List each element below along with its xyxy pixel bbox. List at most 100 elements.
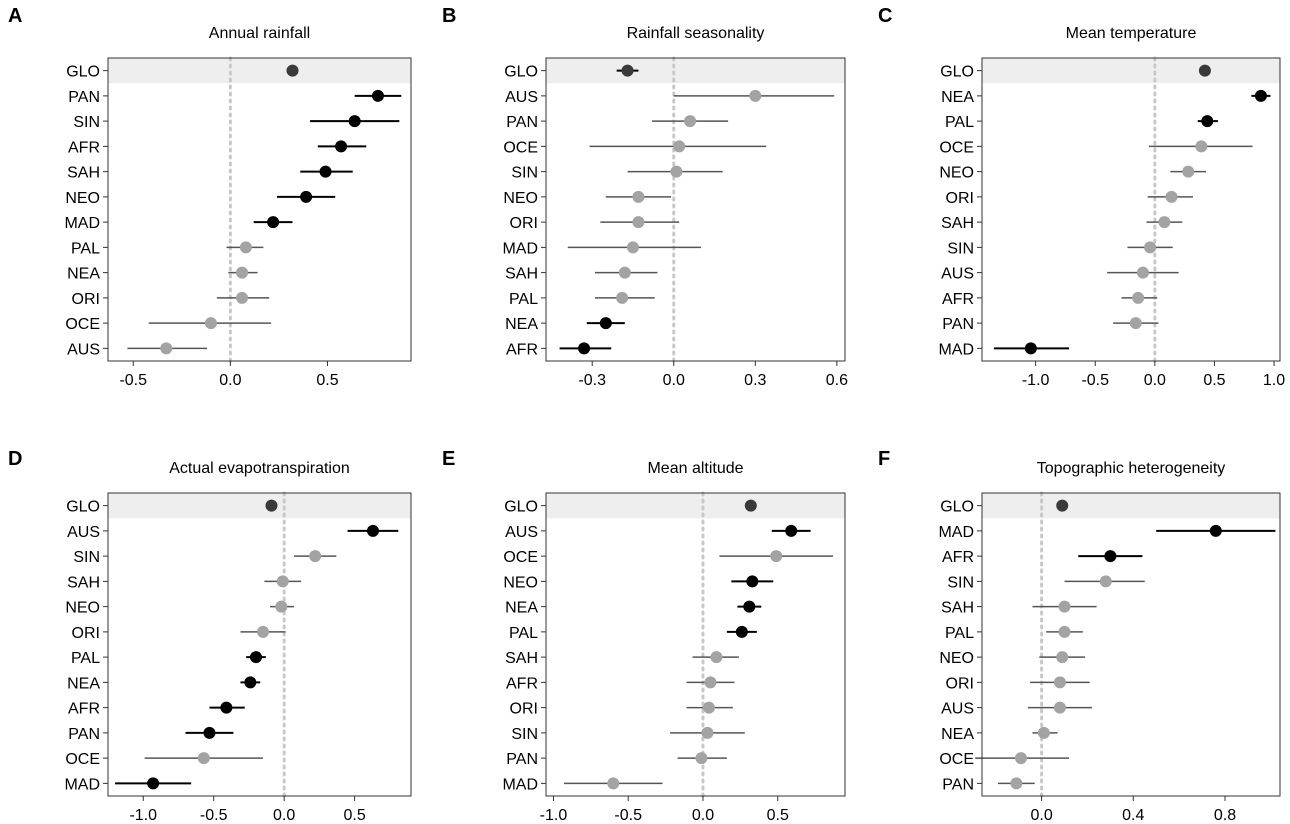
point-estimate bbox=[220, 701, 233, 714]
global-row-band bbox=[982, 58, 1280, 84]
point-estimate bbox=[371, 89, 384, 102]
y-tick-label: MAD bbox=[938, 524, 974, 541]
y-tick-label: PAN bbox=[942, 316, 974, 333]
y-tick-label: GLO bbox=[940, 499, 974, 516]
x-tick-label: 0.5 bbox=[1203, 372, 1225, 389]
panel-title: Mean temperature bbox=[1066, 25, 1197, 42]
global-row-band bbox=[546, 493, 845, 519]
panel-letter: C bbox=[878, 5, 892, 27]
point-estimate bbox=[710, 651, 723, 664]
panel-letter: D bbox=[8, 448, 22, 470]
y-tick-label: GLO bbox=[940, 64, 974, 81]
plot-frame bbox=[981, 57, 1281, 362]
x-tick-label: -0.5 bbox=[1081, 372, 1109, 389]
x-tick-label: -1.0 bbox=[129, 807, 157, 824]
y-tick-label: SIN bbox=[73, 114, 100, 131]
point-estimate bbox=[160, 342, 173, 355]
y-tick-label: GLO bbox=[66, 499, 100, 516]
x-tick-label: 0.0 bbox=[692, 807, 714, 824]
point-estimate bbox=[267, 216, 280, 229]
y-tick-label: NEO bbox=[503, 574, 538, 591]
point-estimate bbox=[744, 499, 757, 512]
y-tick-label: MAD bbox=[502, 240, 538, 257]
y-tick-label: PAL bbox=[945, 114, 974, 131]
point-estimate bbox=[239, 241, 252, 254]
y-tick-label: AFR bbox=[68, 139, 100, 156]
y-tick-label: PAN bbox=[68, 726, 100, 743]
point-estimate bbox=[621, 64, 634, 77]
global-row-band bbox=[546, 58, 845, 84]
y-tick-label: OCE bbox=[939, 139, 974, 156]
y-tick-label: AFR bbox=[506, 341, 538, 358]
y-tick-label: NEA bbox=[67, 675, 100, 692]
y-tick-label: PAL bbox=[509, 291, 538, 308]
point-estimate bbox=[746, 575, 759, 588]
point-estimate bbox=[203, 726, 216, 739]
y-tick-label: ORI bbox=[72, 625, 100, 642]
point-estimate bbox=[265, 499, 278, 512]
point-estimate bbox=[735, 625, 748, 638]
y-tick-label: NEA bbox=[505, 316, 538, 333]
point-estimate bbox=[578, 342, 591, 355]
point-estimate bbox=[670, 165, 683, 178]
y-tick-label: AFR bbox=[942, 549, 974, 566]
y-tick-label: SAH bbox=[941, 215, 974, 232]
y-tick-label: SAH bbox=[505, 650, 538, 667]
panel-title: Annual rainfall bbox=[209, 25, 310, 42]
global-row-band bbox=[982, 493, 1280, 519]
y-tick-label: GLO bbox=[504, 64, 538, 81]
point-estimate bbox=[632, 190, 645, 203]
point-estimate bbox=[197, 752, 210, 765]
point-estimate bbox=[204, 317, 217, 330]
point-estimate bbox=[1056, 651, 1069, 664]
point-estimate bbox=[673, 140, 686, 153]
y-tick-label: ORI bbox=[72, 291, 100, 308]
y-tick-label: SAH bbox=[941, 600, 974, 617]
x-tick-label: 0.5 bbox=[344, 807, 366, 824]
y-tick-label: PAN bbox=[942, 776, 974, 793]
y-tick-label: SIN bbox=[511, 165, 538, 182]
x-tick-label: 0.0 bbox=[1144, 372, 1166, 389]
x-tick-label: 0.5 bbox=[767, 807, 789, 824]
x-tick-label: -1.0 bbox=[540, 807, 568, 824]
y-tick-label: ORI bbox=[510, 701, 538, 718]
y-tick-label: AFR bbox=[942, 291, 974, 308]
point-estimate bbox=[743, 600, 756, 613]
point-estimate bbox=[1058, 600, 1071, 613]
panel-letter: B bbox=[442, 5, 456, 27]
y-tick-label: SAH bbox=[67, 574, 100, 591]
point-estimate bbox=[309, 550, 322, 563]
point-estimate bbox=[1165, 190, 1178, 203]
point-estimate bbox=[366, 524, 379, 537]
x-tick-label: 0.0 bbox=[219, 372, 241, 389]
y-tick-label: MAD bbox=[64, 776, 100, 793]
point-estimate bbox=[1014, 752, 1027, 765]
y-tick-label: ORI bbox=[946, 675, 974, 692]
point-estimate bbox=[1136, 266, 1149, 279]
y-tick-label: AUS bbox=[505, 524, 538, 541]
plot-frame bbox=[545, 492, 846, 797]
point-estimate bbox=[1195, 140, 1208, 153]
x-tick-label: 0.4 bbox=[1122, 807, 1144, 824]
point-estimate bbox=[599, 317, 612, 330]
y-tick-label: PAN bbox=[506, 114, 538, 131]
y-tick-label: MAD bbox=[502, 776, 538, 793]
point-estimate bbox=[244, 676, 257, 689]
y-tick-label: AUS bbox=[941, 701, 974, 718]
y-tick-label: NEA bbox=[505, 600, 538, 617]
panel-d: D Actual evapotranspiration GLO AUS SIN SAH NE… bbox=[8, 448, 412, 824]
point-estimate bbox=[632, 216, 645, 229]
point-estimate bbox=[1037, 726, 1050, 739]
y-tick-label: PAL bbox=[509, 625, 538, 642]
point-estimate bbox=[300, 190, 313, 203]
y-tick-label: PAL bbox=[945, 625, 974, 642]
panel-b: B Rainfall seasonality GLO AUS PAN OCE SIN NEO O… bbox=[442, 5, 848, 389]
global-row-band bbox=[108, 58, 411, 84]
y-tick-label: NEO bbox=[503, 190, 538, 207]
y-tick-label: AUS bbox=[505, 89, 538, 106]
point-estimate bbox=[236, 291, 249, 304]
y-tick-label: NEA bbox=[67, 266, 100, 283]
point-estimate bbox=[684, 115, 697, 128]
point-estimate bbox=[704, 676, 717, 689]
